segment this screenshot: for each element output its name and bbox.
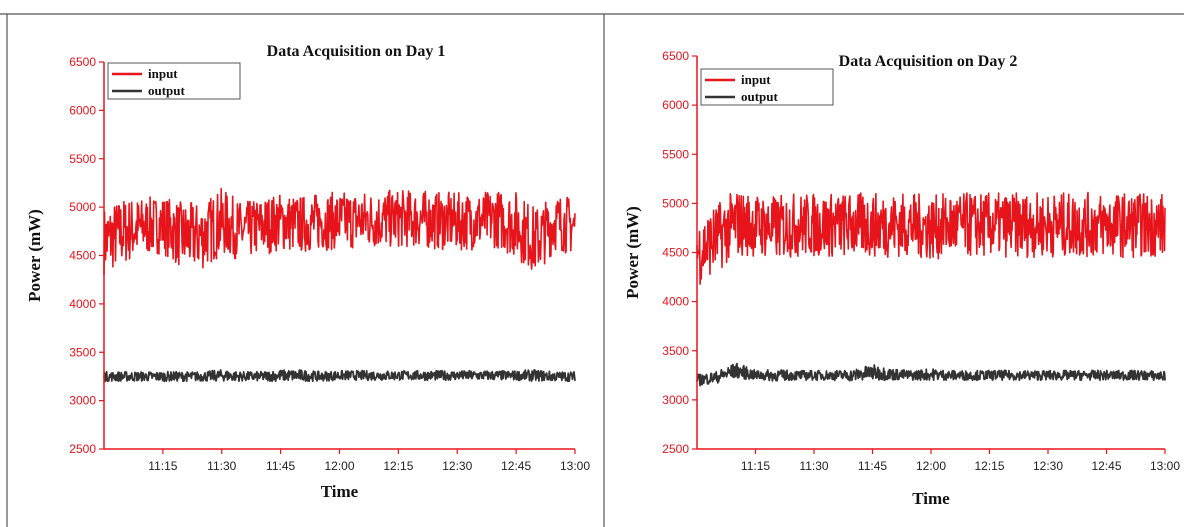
y-tick-label: 5500 <box>69 152 96 166</box>
x-tick-label: 12:00 <box>324 459 354 473</box>
y-tick-label: 6000 <box>69 103 96 117</box>
x-tick-label: 12:15 <box>974 459 1004 473</box>
y-tick-label: 5000 <box>662 196 689 210</box>
x-tick-label: 13:00 <box>560 459 590 473</box>
series-line-input <box>696 191 1166 285</box>
x-tick-label: 11:30 <box>207 459 236 473</box>
series-line-output <box>696 362 1166 387</box>
y-tick-label: 6500 <box>69 55 96 69</box>
chart-title: Data Acquisition on Day 2 <box>839 53 1018 70</box>
x-tick-label: 12:30 <box>442 459 472 473</box>
legend-label-output: output <box>741 89 779 104</box>
y-tick-label: 5000 <box>69 200 96 214</box>
legend-box <box>700 68 834 106</box>
legend-label-input: input <box>741 72 771 87</box>
y-tick-label: 3500 <box>69 345 96 359</box>
y-tick-label: 3000 <box>662 393 689 407</box>
chart-panel-1: 2500 3000 3500 4000 4500 5000 5500 6000 6500 11:1… <box>25 43 590 501</box>
legend: input output <box>107 62 241 100</box>
legend: input output <box>700 68 834 106</box>
legend-label-output: output <box>148 83 186 98</box>
y-tick-label: 4000 <box>662 295 689 309</box>
x-axis-title: Time <box>321 482 359 501</box>
y-axis-title: Power (mW) <box>25 209 44 302</box>
x-tick-label: 12:00 <box>916 459 946 473</box>
x-tick-label: 12:30 <box>1033 459 1063 473</box>
y-tick-label: 6500 <box>662 49 689 63</box>
y-tick-label: 2500 <box>662 442 689 456</box>
x-tick-label: 13:00 <box>1150 459 1180 473</box>
series-line-output <box>103 369 576 383</box>
y-tick-label: 6000 <box>662 98 689 112</box>
x-axis-title: Time <box>912 489 950 508</box>
legend-box <box>107 62 241 100</box>
x-tick-label: 11:15 <box>148 459 177 473</box>
y-tick-label: 4500 <box>662 246 689 260</box>
x-tick-label: 12:45 <box>1091 459 1121 473</box>
chart-title: Data Acquisition on Day 1 <box>267 43 446 60</box>
x-tick-label: 12:45 <box>501 459 531 473</box>
y-tick-label: 5500 <box>662 147 689 161</box>
x-tick-label: 11:45 <box>266 459 295 473</box>
x-tick-label: 11:45 <box>858 459 887 473</box>
x-tick-label: 11:15 <box>741 459 770 473</box>
y-tick-label: 2500 <box>69 442 96 456</box>
y-tick-label: 3000 <box>69 394 96 408</box>
series-line-input <box>103 187 576 275</box>
y-tick-label: 4000 <box>69 297 96 311</box>
y-axis-title: Power (mW) <box>623 206 642 299</box>
y-tick-label: 3500 <box>662 344 689 358</box>
legend-label-input: input <box>148 66 178 81</box>
y-tick-label: 4500 <box>69 249 96 263</box>
x-tick-label: 12:15 <box>383 459 413 473</box>
chart-panel-2: 2500 3000 3500 4000 4500 5000 5500 6000 6500 11:1… <box>623 49 1180 508</box>
x-tick-label: 11:30 <box>799 459 828 473</box>
